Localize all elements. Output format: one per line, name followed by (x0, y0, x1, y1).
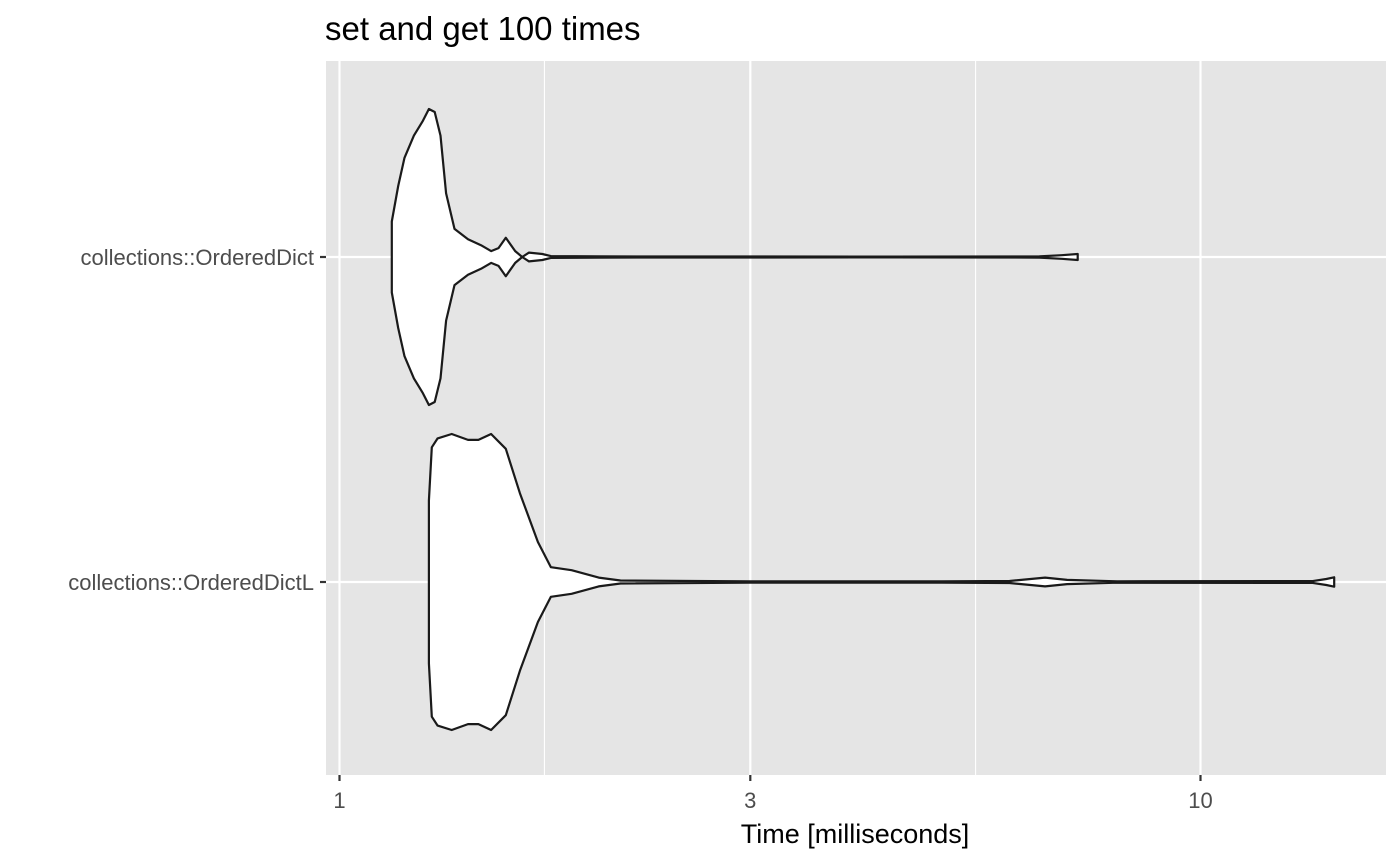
y-tick-label-0: collections::OrderedDict (80, 245, 314, 270)
violin-1 (427, 432, 1336, 732)
x-tick-label-0: 1 (333, 788, 345, 813)
chart-title: set and get 100 times (325, 10, 641, 47)
violins (390, 107, 1336, 732)
x-axis: 1 3 10 (333, 775, 1213, 813)
x-tick-label-2: 10 (1188, 788, 1212, 813)
y-tick-label-1: collections::OrderedDictL (68, 570, 314, 595)
x-axis-title: Time [milliseconds] (741, 819, 970, 849)
violin-0 (390, 107, 1079, 407)
x-tick-label-1: 3 (744, 788, 756, 813)
y-axis: collections::OrderedDictcollections::Ord… (68, 245, 326, 595)
